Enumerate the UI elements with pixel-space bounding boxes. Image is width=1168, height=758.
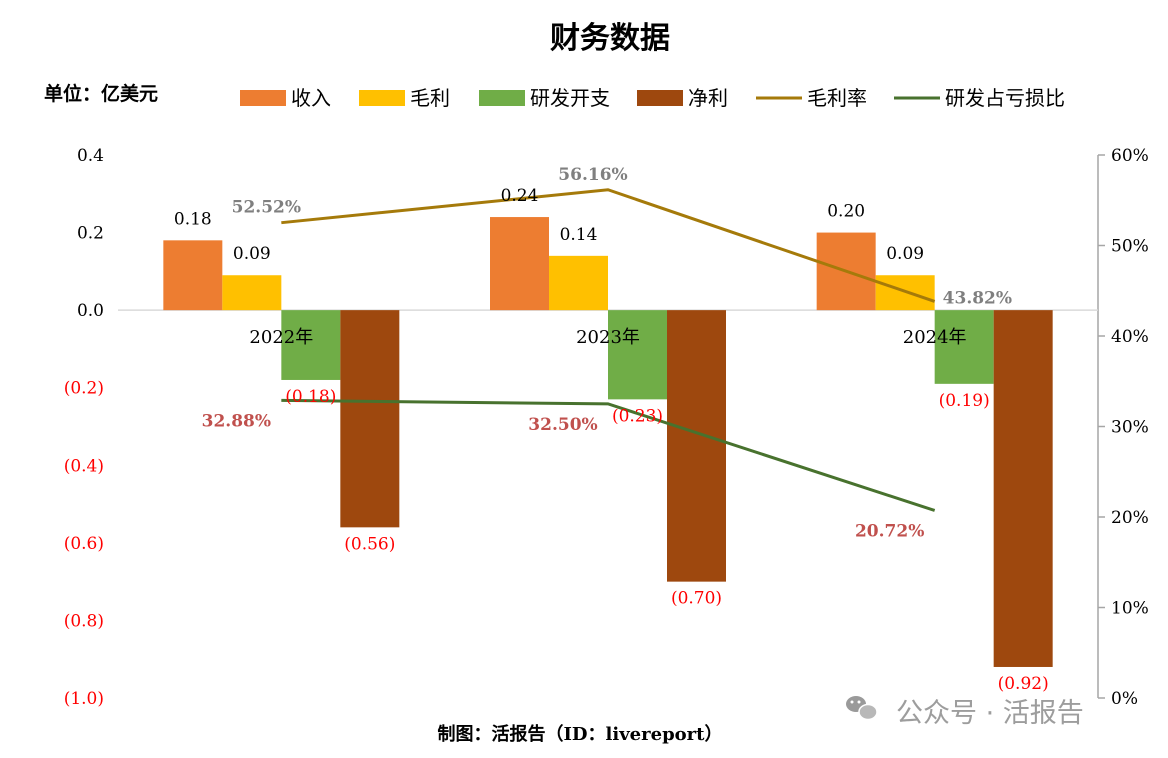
chart-title: 财务数据 [550,21,670,56]
legend-label: 毛利 [410,86,450,110]
line-value-label: 32.88% [202,411,271,431]
bar-value-label: 0.18 [174,209,212,229]
legend-swatch [479,90,525,106]
legend-label: 净利 [688,86,728,110]
legend-label: 收入 [291,86,331,110]
legend-label: 研发开支 [530,86,610,110]
bar-value-label: (0.18) [285,387,336,407]
legend-swatch [240,90,286,106]
bar-value-label: 0.09 [233,244,271,264]
wechat-icon [846,696,878,721]
bar-毛利-2023年 [549,255,608,311]
y-left-tick-label: 0.0 [77,301,104,321]
bar-value-label: 0.14 [560,225,598,245]
legend-label: 研发占亏损比 [945,86,1065,110]
data-labels: 0.18 0.09 (0.18) (0.56) 2022年 0.24 0.14 (0.23) (… [174,165,1049,694]
legend-label: 毛利率 [807,86,867,110]
y-left-tick-label: 0.4 [77,146,104,166]
y-left-tick-label: (0.8) [64,611,104,631]
y-right-tick-label: 60% [1111,146,1149,166]
bar-value-label: 0.20 [827,202,865,222]
bar-研发开支-2022年 [281,310,341,380]
bar-毛利-2022年 [222,275,282,311]
y-left-tick-label: (0.2) [64,379,104,399]
bar-value-label: (0.70) [671,589,722,609]
line-value-label: 43.82% [943,288,1012,308]
legend-swatch [359,90,405,106]
bar-收入-2023年 [490,217,549,311]
bar-研发开支-2024年 [934,310,994,384]
bar-value-label: (0.19) [939,391,990,411]
y-left-tick-label: 0.2 [77,224,104,244]
bar-value-label: 0.24 [501,186,539,206]
bar-value-label: (0.92) [998,674,1049,694]
x-category-label: 2024年 [903,327,967,348]
y-right-tick-label: 0% [1111,689,1138,709]
bar-净利-2023年 [667,310,726,582]
y-right-tick-label: 50% [1111,237,1149,257]
unit-label: 单位：亿美元 [44,82,158,105]
watermark: 公众号 · 活报告 [846,696,1084,729]
bar-收入-2022年 [163,240,223,311]
y-right-tick-label: 20% [1111,508,1149,528]
y-left-tick-label: (0.6) [64,534,104,554]
bar-研发开支-2023年 [608,310,667,400]
y-left-tick-label: (1.0) [64,689,104,709]
footer-credit: 制图：活报告（ID：livereport） [438,723,723,745]
legend: 收入 毛利 研发开支 净利 毛利率 研发占亏损比 [240,86,1065,110]
line-毛利率 [281,188,936,303]
bar-净利-2022年 [340,310,400,528]
line-value-label: 52.52% [232,198,301,218]
x-category-label: 2023年 [576,327,640,348]
lines [281,188,936,512]
bar-value-label: (0.23) [612,406,663,426]
axes: 0.4 0.2 0.0 (0.2) (0.4) (0.6) (0.8) (1.0) 60% 50%… [64,146,1149,709]
y-right-tick-label: 30% [1111,418,1149,438]
legend-swatch [637,90,683,106]
line-value-label: 56.16% [558,165,627,185]
line-value-label: 32.50% [528,415,597,435]
y-right-tick-label: 40% [1111,327,1149,347]
bar-value-label: 0.09 [886,244,924,264]
bar-value-label: (0.56) [344,534,395,554]
x-category-label: 2022年 [249,327,313,348]
watermark-text: 公众号 · 活报告 [896,698,1084,729]
line-value-label: 20.72% [855,521,924,541]
bars [163,217,1053,667]
bar-净利-2024年 [993,310,1053,667]
y-left-tick-label: (0.4) [64,456,104,476]
line-研发占亏损比 [281,398,936,512]
y-right-tick-label: 10% [1111,599,1149,619]
